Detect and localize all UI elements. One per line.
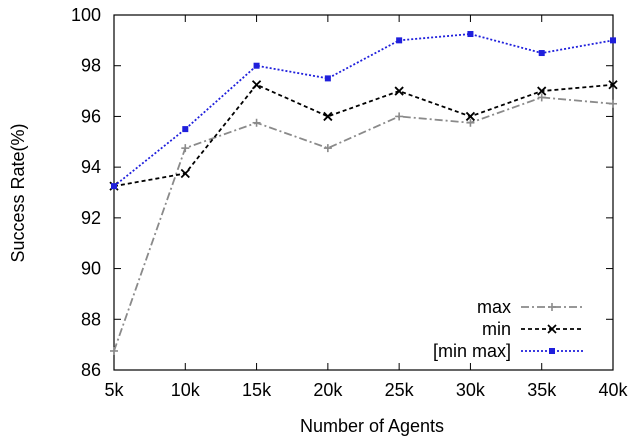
x-tick-label: 25k bbox=[385, 380, 415, 400]
data-point bbox=[466, 118, 475, 127]
data-point bbox=[538, 50, 545, 57]
series-line bbox=[113, 83, 614, 188]
data-point bbox=[251, 80, 262, 90]
data-point bbox=[253, 62, 260, 69]
legend-marker bbox=[547, 324, 557, 334]
legend-item: max bbox=[477, 297, 583, 317]
x-tick-label: 40k bbox=[598, 380, 628, 400]
data-point bbox=[395, 112, 404, 121]
y-axis-title: Success Rate(%) bbox=[8, 123, 28, 262]
series-line bbox=[113, 96, 614, 352]
data-point bbox=[181, 144, 190, 153]
data-point bbox=[111, 183, 117, 190]
y-tick-label: 100 bbox=[71, 5, 101, 25]
data-point bbox=[467, 31, 474, 38]
y-tick-label: 92 bbox=[81, 208, 101, 228]
y-tick-label: 94 bbox=[81, 157, 101, 177]
data-point bbox=[396, 37, 403, 44]
legend-label: min bbox=[482, 319, 511, 339]
x-tick-label: 30k bbox=[456, 380, 486, 400]
legend-marker bbox=[548, 303, 556, 311]
data-point bbox=[324, 75, 331, 82]
data-point bbox=[182, 126, 189, 133]
y-tick-label: 86 bbox=[81, 360, 101, 380]
data-point bbox=[323, 111, 333, 122]
data-point bbox=[394, 86, 404, 96]
data-point bbox=[323, 144, 332, 153]
axes: 5k 10k 15k 20k 25k 30k 35k 40k 86 88 90 92 94 96 98 100 bbox=[71, 5, 629, 400]
series-0 bbox=[110, 93, 617, 355]
legend-item: [min max] bbox=[433, 341, 583, 361]
legend-marker bbox=[549, 348, 555, 354]
y-tick-label: 96 bbox=[81, 106, 101, 126]
x-axis-title: Number of Agents bbox=[300, 416, 444, 436]
y-tick-label: 88 bbox=[81, 309, 101, 329]
y-tick-label: 98 bbox=[81, 56, 101, 76]
data-point bbox=[180, 168, 190, 179]
legend-label: [min max] bbox=[433, 341, 511, 361]
data-point bbox=[252, 118, 261, 127]
x-tick-label: 5k bbox=[104, 380, 124, 400]
x-tick-label: 35k bbox=[527, 380, 557, 400]
x-tick-label: 20k bbox=[313, 380, 343, 400]
plot-frame bbox=[113, 14, 614, 371]
series-group bbox=[109, 31, 618, 355]
data-point bbox=[608, 80, 618, 90]
data-point bbox=[609, 99, 617, 108]
data-point bbox=[610, 37, 616, 44]
x-tick-label: 10k bbox=[171, 380, 201, 400]
data-point bbox=[537, 93, 546, 102]
data-point bbox=[465, 111, 476, 122]
legend-label: max bbox=[477, 297, 511, 317]
x-tick-label: 15k bbox=[242, 380, 272, 400]
data-point bbox=[537, 86, 547, 96]
series-2 bbox=[111, 31, 616, 190]
data-point bbox=[110, 346, 118, 355]
series-line bbox=[113, 33, 614, 187]
y-tick-label: 90 bbox=[81, 259, 101, 279]
legend-item: min bbox=[482, 319, 583, 339]
